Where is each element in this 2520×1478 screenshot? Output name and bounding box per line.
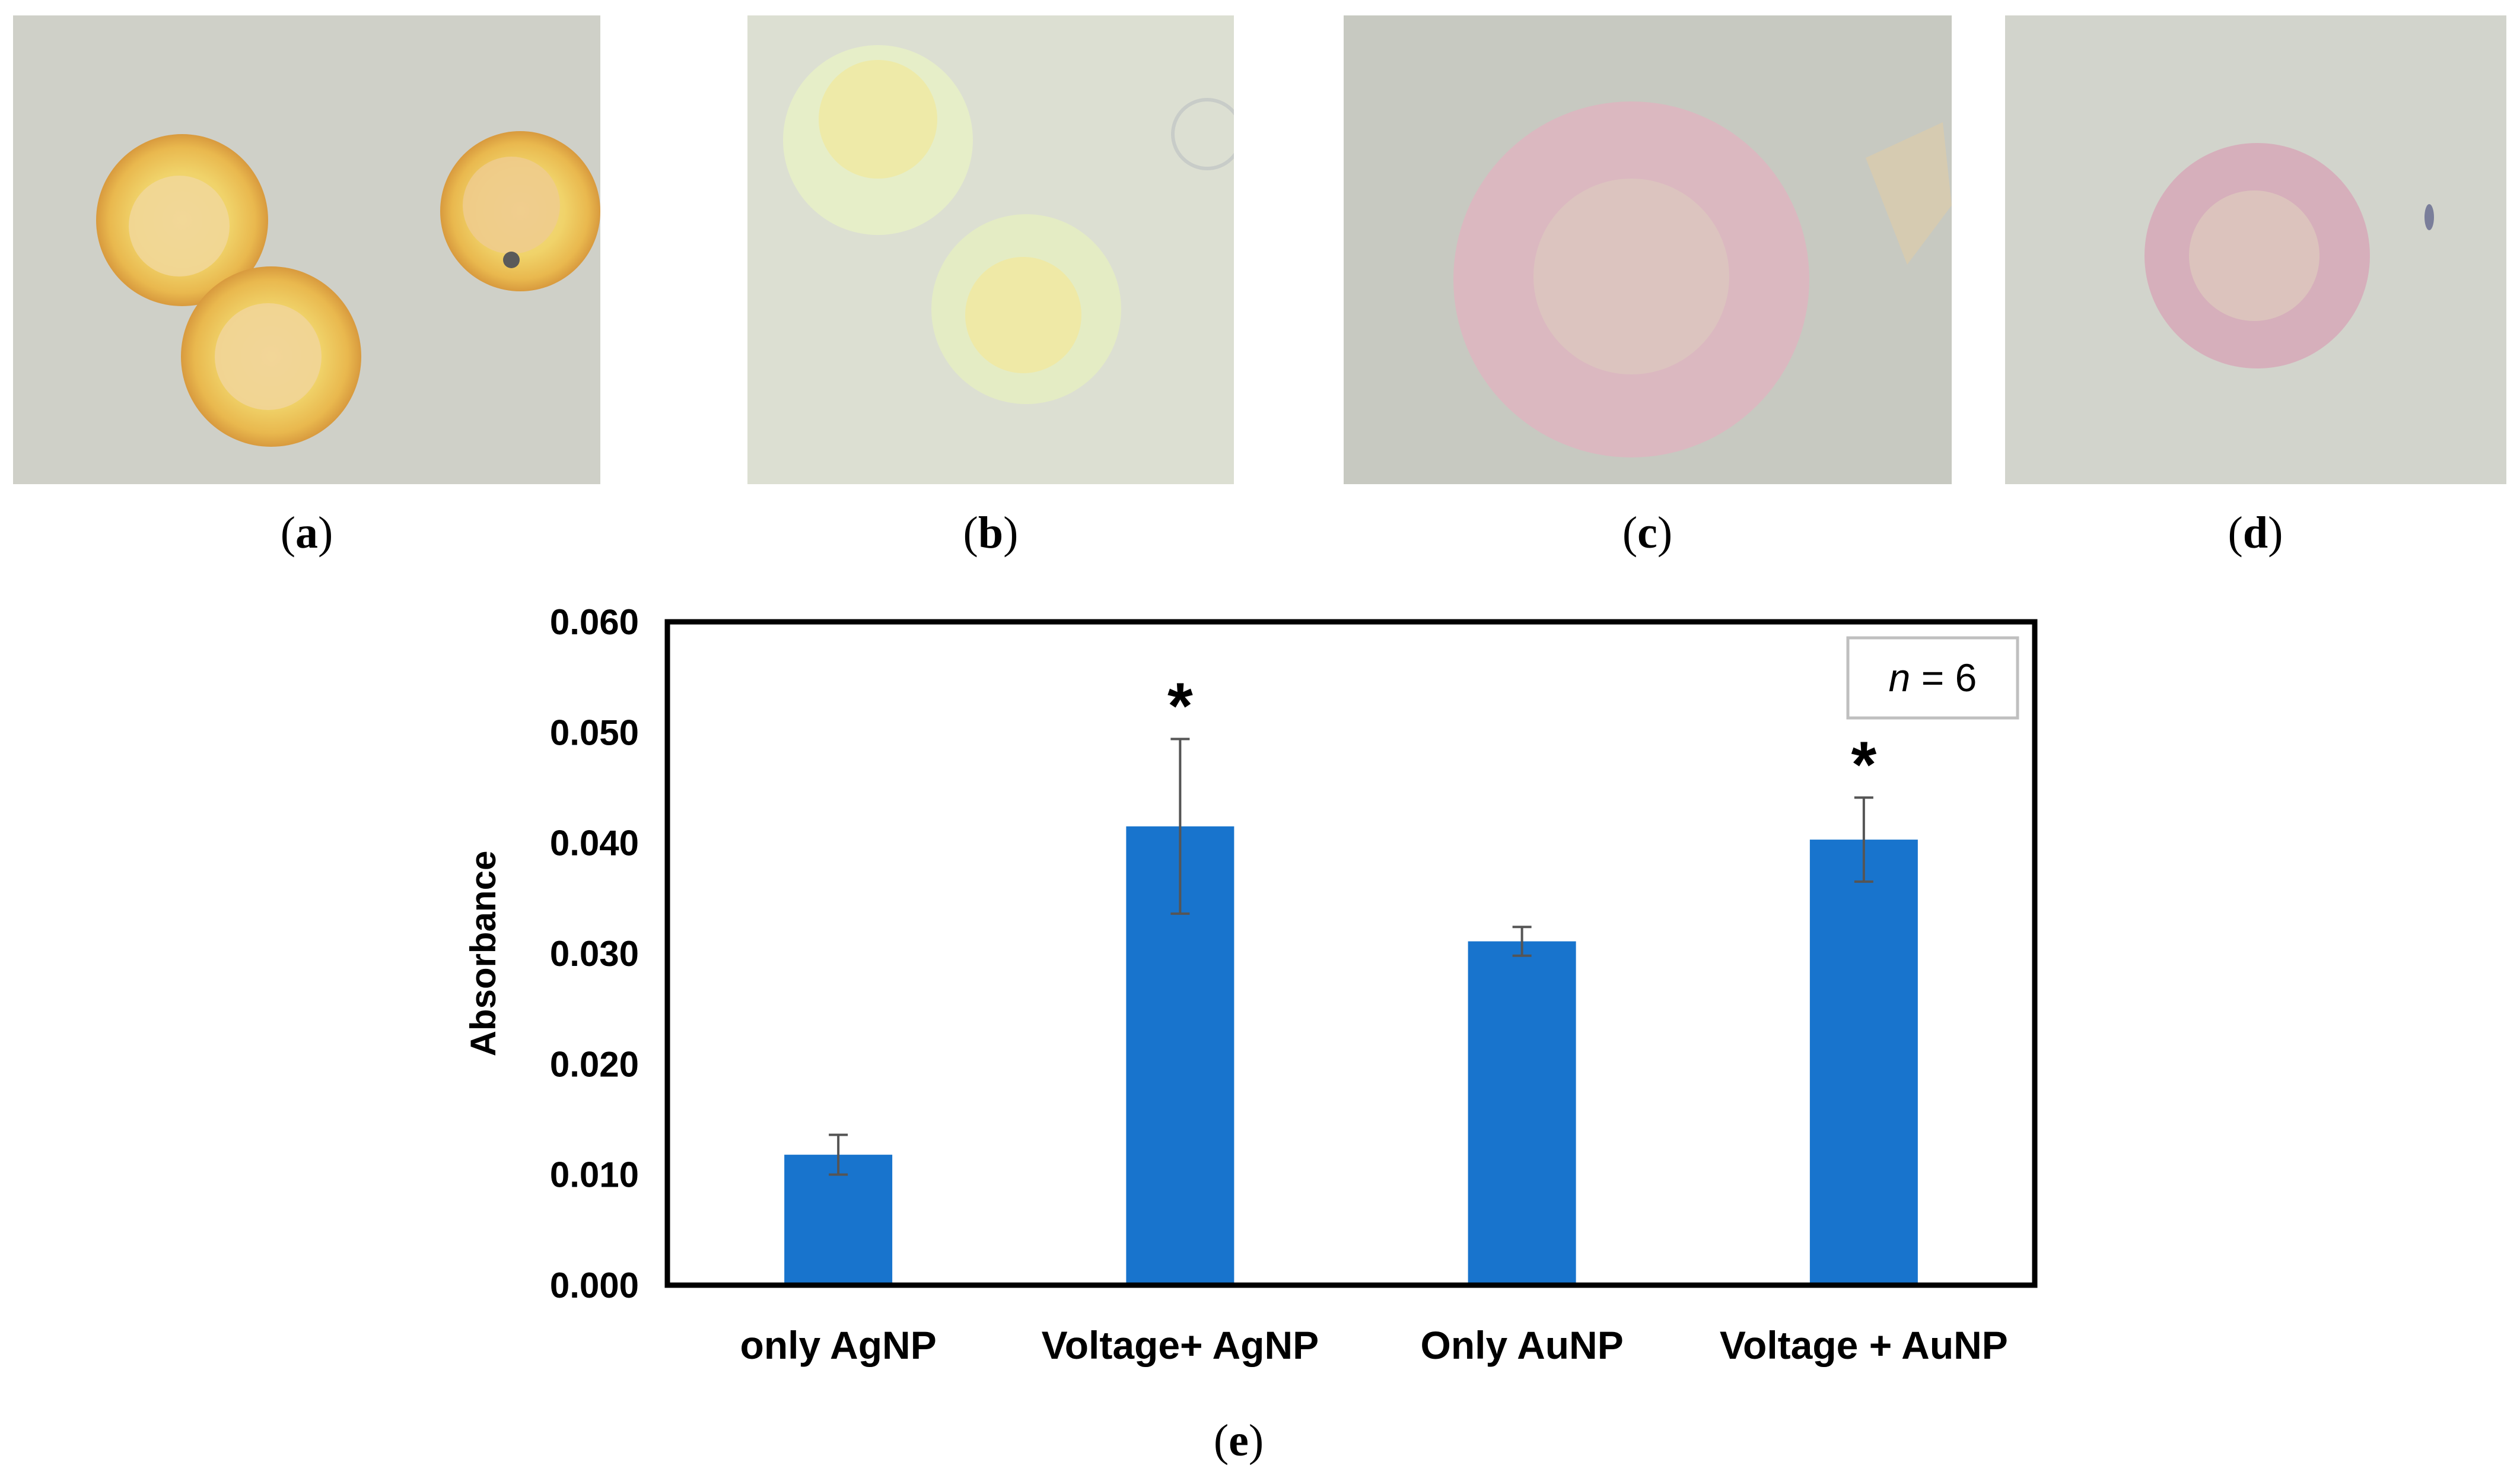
legend-text: n = 6 [1889,656,1977,700]
panel-label-c: (c) [1622,508,1673,558]
panel-label-d: (d) [2228,508,2283,558]
y-tick-label: 0.000 [550,1266,639,1305]
error-bars [829,738,1873,1176]
photo-panel-b [747,15,1234,484]
bar [784,1155,893,1285]
y-tick-label: 0.010 [550,1155,639,1195]
significance-star: * [1851,728,1876,801]
photo-panel-c [1344,15,1952,484]
x-category-label: only AgNP [740,1323,937,1367]
y-tick-label: 0.050 [550,713,639,752]
significance-star: * [1167,670,1193,743]
panel-label-e: (e) [1213,1416,1264,1466]
y-tick-label: 0.030 [550,934,639,974]
photo-panel-a [13,15,600,484]
bars [784,826,1918,1285]
legend-box: n = 6 [1846,636,2019,720]
x-category-label: Only AuNP [1421,1323,1624,1367]
y-tick-label: 0.060 [550,602,639,642]
plot-frame [664,619,2038,1288]
x-category-label: Voltage+ AgNP [1042,1323,1319,1367]
y-tick-label: 0.020 [550,1044,639,1084]
significance-marks: ** [1167,670,1877,802]
panel-label-a: (a) [280,508,333,558]
x-axis-categories: only AgNP Voltage+ AgNP Only AuNP Voltage +… [740,1323,2008,1367]
x-category-label: Voltage + AuNP [1720,1323,2008,1367]
bar [1809,840,1918,1285]
y-axis-ticks: 0.000 0.010 0.020 0.030 0.040 0.050 0.060 [550,602,639,1305]
bar [1468,941,1576,1285]
y-tick-label: 0.040 [550,824,639,863]
panel-label-b: (b) [963,508,1019,558]
photo-panel-d [2005,15,2506,484]
y-axis-label: Absorbance [463,851,503,1057]
